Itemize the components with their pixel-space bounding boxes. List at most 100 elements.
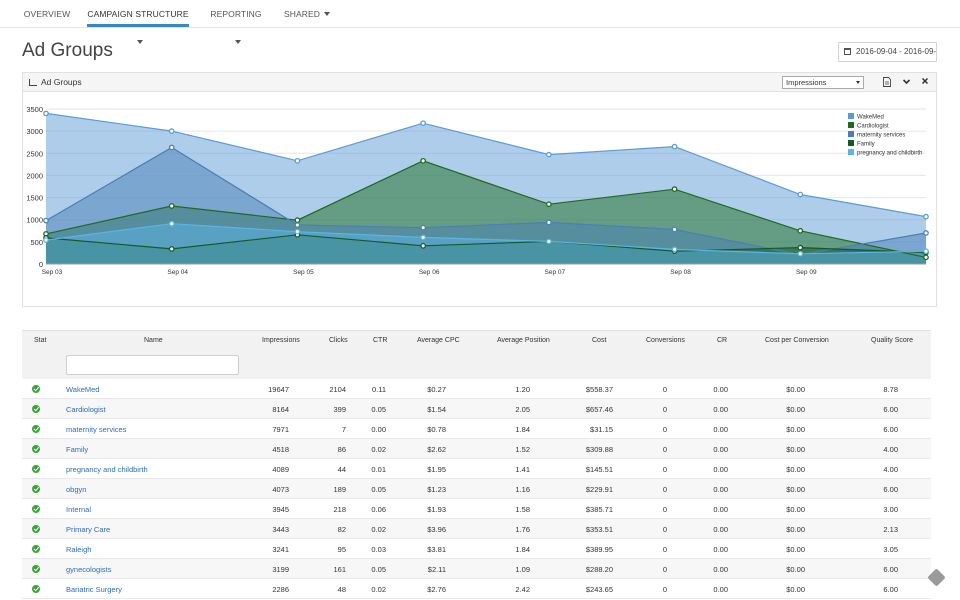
data-point[interactable] [420,234,426,241]
cell-average-cpc: $3.96 [427,525,446,534]
x-tick-label: Sep 08 [670,269,691,276]
legend-label[interactable]: maternity services [857,133,905,139]
data-point[interactable] [797,250,804,257]
table-row[interactable]: Primary Care 3443 82 0.02 $3.96 1.76 $353.51 0 0… [22,519,931,539]
table-row[interactable]: Internal 3945 218 0.06 $1.93 1.58 $385.71 0 0.00… [22,499,931,519]
data-point[interactable] [168,220,175,227]
data-point[interactable] [671,246,678,253]
col-impressions[interactable]: Impressions [262,337,300,344]
data-point[interactable] [923,230,929,236]
data-point[interactable] [168,246,175,252]
data-point[interactable] [797,227,804,234]
table-row[interactable]: pregnancy and childbirth 4089 44 0.01 $1.95 1… [22,459,931,479]
col-cost[interactable]: Cost [592,337,607,344]
data-point[interactable] [923,254,929,261]
legend-label[interactable]: WakeMed [857,115,884,121]
cell-name[interactable]: Primary Care [66,525,111,534]
data-point[interactable] [420,157,426,164]
name-filter-input[interactable] [66,355,239,375]
col-conversions[interactable]: Conversions [646,337,685,344]
col-average-cpc[interactable]: Average CPC [417,337,460,344]
data-point[interactable] [923,248,929,255]
col-cr[interactable]: CR [717,337,728,344]
data-point[interactable] [420,120,426,127]
table-row[interactable]: maternity services 7971 7 0.00 $0.78 1.84 $31.… [22,419,931,439]
cell-impressions: 3443 [272,525,289,534]
cell-name[interactable]: obgyn [66,485,87,494]
data-point[interactable] [43,110,49,117]
data-point[interactable] [797,244,804,251]
legend-label[interactable]: Family [857,142,875,148]
cell-cost: $558.37 [585,385,613,394]
data-point[interactable] [294,228,301,235]
status-active-icon [32,445,40,453]
cell-average-position: 1.09 [515,565,530,574]
cell-quality-score: 8.78 [883,385,898,394]
col-clicks[interactable]: Clicks [329,337,348,344]
data-point[interactable] [294,222,301,228]
y-tick-label: 3000 [26,127,43,136]
metric-select[interactable]: Impressions [782,76,864,89]
tab-overview[interactable]: OVERVIEW [18,0,76,27]
cell-name[interactable]: WakeMed [66,385,100,394]
col-stat[interactable]: Stat [34,337,47,344]
data-point[interactable] [923,213,929,220]
data-point[interactable] [168,128,175,134]
bar-chart-icon [29,79,37,86]
cell-average-cpc: $3.81 [427,545,446,554]
cell-name[interactable]: gynecologists [66,565,112,574]
cell-name[interactable]: Raleigh [66,545,92,554]
col-quality-score[interactable]: Quality Score [871,337,914,344]
table-row[interactable]: Bariatric Surgery 2286 48 0.02 $2.76 2.42 $243… [22,579,931,599]
data-point[interactable] [168,144,175,151]
cell-name[interactable]: Bariatric Surgery [66,585,122,594]
cell-name[interactable]: Family [66,445,89,454]
data-point[interactable] [546,151,552,158]
col-cost-per-conversion[interactable]: Cost per Conversion [765,337,829,344]
data-point[interactable] [797,191,804,198]
table-row[interactable]: gynecologists 3199 161 0.05 $2.11 1.09 $288.20… [22,559,931,579]
tab-campaign-structure[interactable]: CAMPAIGN STRUCTURE [87,0,189,44]
cell-name[interactable]: pregnancy and childbirth [66,465,148,474]
col-average-position[interactable]: Average Position [497,337,550,344]
cell-name[interactable]: Internal [66,505,92,514]
data-point[interactable] [294,157,301,164]
data-point[interactable] [671,143,678,150]
legend-label[interactable]: pregnancy and childbirth [857,151,922,157]
tab-reporting[interactable]: REPORTING [206,0,266,44]
cell-cr: 0.00 [713,545,728,554]
data-point[interactable] [546,238,552,245]
tab-label: REPORTING [210,9,262,19]
cell-ctr: 0.02 [371,525,386,534]
close-icon[interactable] [920,77,930,88]
data-point[interactable] [43,217,49,224]
cell-ctr: 0.06 [371,505,386,514]
cell-name[interactable]: Cardiologist [66,405,106,414]
data-point[interactable] [168,203,175,209]
chevron-down-icon[interactable] [901,77,911,88]
cell-cr: 0.00 [713,425,728,434]
cell-average-position: 1.52 [515,445,530,454]
date-range-button[interactable]: 2016-09-04 - 2016-09-11 [838,42,937,62]
data-point[interactable] [420,242,426,249]
table-row[interactable]: Raleigh 3241 95 0.03 $3.81 1.84 $389.95 0 0.00 $0… [22,539,931,559]
cell-ctr: 0.03 [371,545,386,554]
data-point[interactable] [671,226,678,233]
table-row[interactable]: WakeMed 19647 2104 0.11 $0.27 1.20 $558.37 0 0.0… [22,379,931,399]
legend-label[interactable]: Cardiologist [857,124,889,130]
data-point[interactable] [43,237,49,243]
col-name[interactable]: Name [144,337,163,344]
table-row[interactable]: obgyn 4073 189 0.05 $1.23 1.16 $229.91 0 0.00 $0.… [22,479,931,499]
table-row[interactable]: Cardiologist 8164 399 0.05 $1.54 2.05 $657.46 0… [22,399,931,419]
tab-shared[interactable]: SHARED [282,0,332,27]
col-ctr[interactable]: CTR [373,337,388,344]
data-point[interactable] [671,186,678,193]
data-point[interactable] [294,217,301,224]
data-point[interactable] [546,201,552,208]
data-point[interactable] [546,219,552,226]
y-tick-label: 2500 [26,149,43,158]
cell-name[interactable]: maternity services [66,425,127,434]
export-icon[interactable] [882,77,892,88]
data-point[interactable] [420,224,426,231]
table-row[interactable]: Family 4518 86 0.02 $2.62 1.52 $309.88 0 0.00 $0.… [22,439,931,459]
